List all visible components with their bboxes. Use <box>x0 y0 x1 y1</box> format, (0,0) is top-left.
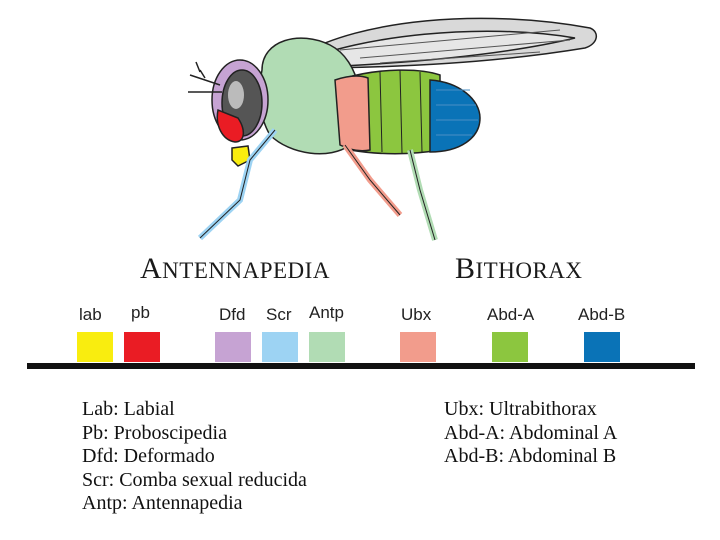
bithorax-title: BITHORAX <box>455 252 583 286</box>
gene-label-pb: pb <box>131 303 150 322</box>
gene-box-abd-b <box>584 332 620 362</box>
gene-box-dfd <box>215 332 251 362</box>
legend-item-lab: Lab: Labial <box>82 398 175 420</box>
gene-box-lab <box>77 332 113 362</box>
legend-antennapedia: Lab: Labial Pb: Proboscipedia Dfd: Defor… <box>82 398 307 516</box>
legend-item-ubx: Ubx: Ultrabithorax <box>444 398 597 420</box>
gene-box-antp <box>309 332 345 362</box>
legend-item-pb: Pb: Proboscipedia <box>82 421 227 444</box>
fly-mouthparts-pb <box>216 108 244 143</box>
fly-mouthparts-lab <box>231 145 251 167</box>
gene-label-abd-b: Abd-B <box>578 305 626 324</box>
gene-label-ubx: Ubx <box>401 305 432 324</box>
gene-label-antp: Antp <box>309 303 344 322</box>
bithorax-title-rest: ITHORAX <box>475 258 583 283</box>
antennapedia-title: ANTENNAPEDIA <box>140 252 330 286</box>
gene-label-dfd: Dfd <box>219 305 246 324</box>
fly-abdomen-posterior <box>429 79 481 153</box>
gene-label-scr: Scr <box>266 305 292 324</box>
antennapedia-title-initial: A <box>140 252 163 285</box>
legend-bithorax: Ubx: Ultrabithorax Abd-A: Abdominal A Ab… <box>444 398 617 469</box>
gene-label-abd-a: Abd-A <box>487 305 535 324</box>
bithorax-title-initial: B <box>455 252 476 285</box>
fly-wings <box>299 17 597 69</box>
gene-box-abd-a <box>492 332 528 362</box>
chromosome-line <box>27 363 695 369</box>
antennapedia-title-rest: NTENNAPEDIA <box>162 258 330 283</box>
gene-box-scr <box>262 332 298 362</box>
fly-abdomen-ubx <box>334 75 371 152</box>
legend-item-abd-b: Abd-B: Abdominal B <box>444 445 617 467</box>
fly-antenna <box>188 61 222 93</box>
gene-label-lab: lab <box>79 305 102 324</box>
fly-illustration <box>188 17 597 241</box>
legend-item-scr: Scr: Comba sexual reducida <box>82 468 307 491</box>
gene-box-pb <box>124 332 160 362</box>
legend-item-dfd: Dfd: Deformado <box>82 445 215 467</box>
legend-item-abd-a: Abd-A: Abdominal A <box>444 421 618 444</box>
legend-item-antp: Antp: Antennapedia <box>82 492 243 514</box>
fly-leg-middle <box>342 143 403 217</box>
fly-leg-front <box>197 128 278 241</box>
gene-box-ubx <box>400 332 436 362</box>
